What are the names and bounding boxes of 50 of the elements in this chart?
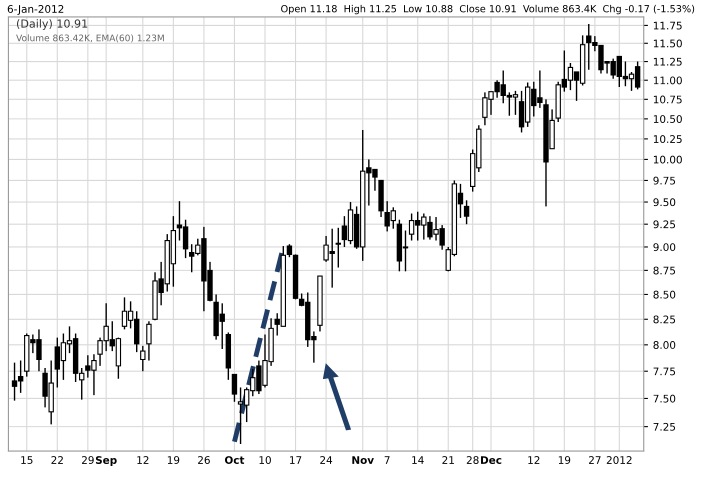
x-tick-label: 29: [82, 456, 94, 464]
y-tick-label: 9.75: [653, 176, 676, 185]
y-tick-label: 10.25: [654, 135, 682, 144]
x-tick-label: 28: [466, 456, 479, 464]
annotation: Volume 863.42K, EMA(60) 1.23M: [16, 34, 164, 42]
candlestick: [140, 345, 146, 372]
y-tick-label: 10.75: [654, 96, 682, 104]
x-tick-label: Nov: [352, 456, 374, 464]
y-tick-label: 7.50: [654, 394, 676, 403]
y-tick-label: 7.75: [654, 368, 676, 376]
chart-subtitle: Open 11.18 High 11.25 Low 10.88 Close 10.91 Volume 863.4K Chg -0.17 (-1.53%): [281, 4, 694, 14]
y-tick-label: 7.25: [654, 422, 676, 431]
x-tick-label: 7: [384, 456, 390, 464]
y-tick-label: 8.00: [653, 341, 676, 349]
y-tick-label: 11.00: [654, 76, 682, 84]
candlestick: [146, 320, 152, 362]
x-tick-label: 19: [168, 456, 180, 464]
annotation: (Daily) 10.91: [17, 19, 88, 30]
x-tick-label: 2012: [606, 456, 632, 464]
x-tick-label: 21: [442, 456, 454, 464]
y-tick-label: 8.25: [653, 315, 676, 324]
y-tick-label: 10.50: [654, 115, 682, 123]
y-tick-label: 8.75: [653, 266, 676, 274]
x-tick-label: Sep: [96, 456, 117, 466]
candlestick: [232, 374, 238, 402]
y-tick-label: 11.25: [654, 58, 682, 66]
x-tick-label: 26: [198, 456, 210, 464]
y-tick-label: 8.50: [653, 290, 676, 299]
x-tick-label: 14: [412, 456, 424, 464]
y-tick-label: 10.00: [654, 156, 682, 164]
x-tick-label: 12: [137, 456, 148, 464]
x-tick-label: 15: [21, 456, 32, 464]
x-tick-label: Oct: [224, 456, 244, 464]
y-tick-label: 9.00: [653, 243, 676, 252]
x-tick-label: 24: [320, 456, 332, 464]
candlestick: [464, 200, 470, 225]
x-tick-label: 12: [528, 456, 540, 464]
y-tick-label: 9.50: [653, 198, 676, 206]
x-tick-label: 17: [290, 456, 302, 464]
x-tick-label: 27: [589, 456, 601, 464]
x-tick-label: 10: [260, 456, 271, 464]
candlestick: [336, 227, 341, 268]
y-tick-label: 11.75: [654, 22, 682, 30]
x-tick-label: 19: [558, 456, 570, 464]
x-tick-label: Dec: [481, 456, 502, 464]
x-tick-label: 22: [51, 456, 63, 464]
y-tick-label: 9.25: [653, 220, 676, 228]
chart-title: 6-Jan-2012: [8, 5, 64, 15]
candlestick: [286, 244, 292, 258]
y-tick-label: 11.50: [654, 40, 682, 48]
